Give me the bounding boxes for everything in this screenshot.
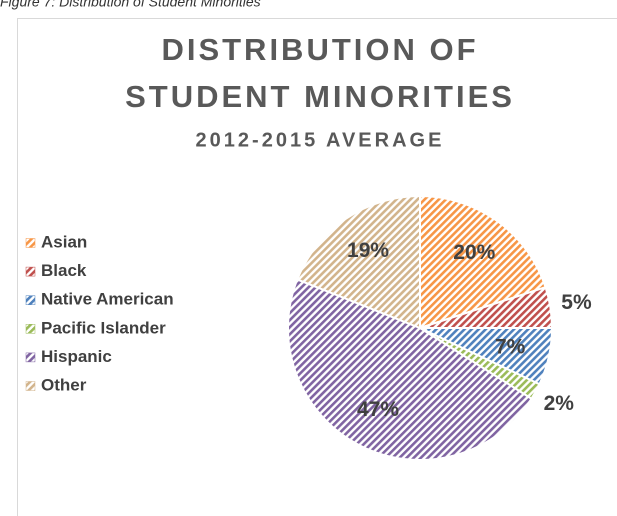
value-label: 47% <box>357 398 399 421</box>
legend-swatch <box>25 381 36 391</box>
value-label: 2% <box>544 392 575 415</box>
pie-slice <box>419 194 547 330</box>
legend-swatch <box>25 238 36 248</box>
legend-text: Pacific Islander <box>41 318 166 337</box>
legend-swatch <box>25 352 36 363</box>
legend-text: Asian <box>41 232 87 251</box>
pie-slice <box>295 194 421 330</box>
legend-text: Hispanic <box>41 347 112 366</box>
legend-swatch <box>25 324 36 334</box>
chart-subtitle: 2012-2015 AVERAGE <box>196 129 445 151</box>
chart-title: DISTRIBUTION OF <box>161 32 478 67</box>
value-label: 19% <box>347 239 389 262</box>
legend-text: Native American <box>41 290 174 309</box>
legend-swatch <box>25 266 36 277</box>
pie-slice <box>287 278 533 461</box>
value-label: 20% <box>453 241 495 264</box>
value-label: 5% <box>561 291 592 314</box>
legend-swatch <box>25 295 36 305</box>
legend-text: Black <box>41 261 87 280</box>
caption: Figure 7: Distribution of Student Minori… <box>0 0 261 10</box>
chart-title: STUDENT MINORITIES <box>125 79 515 114</box>
value-label: 7% <box>495 336 526 359</box>
legend-text: Other <box>41 375 87 394</box>
chart-frame <box>17 18 617 516</box>
